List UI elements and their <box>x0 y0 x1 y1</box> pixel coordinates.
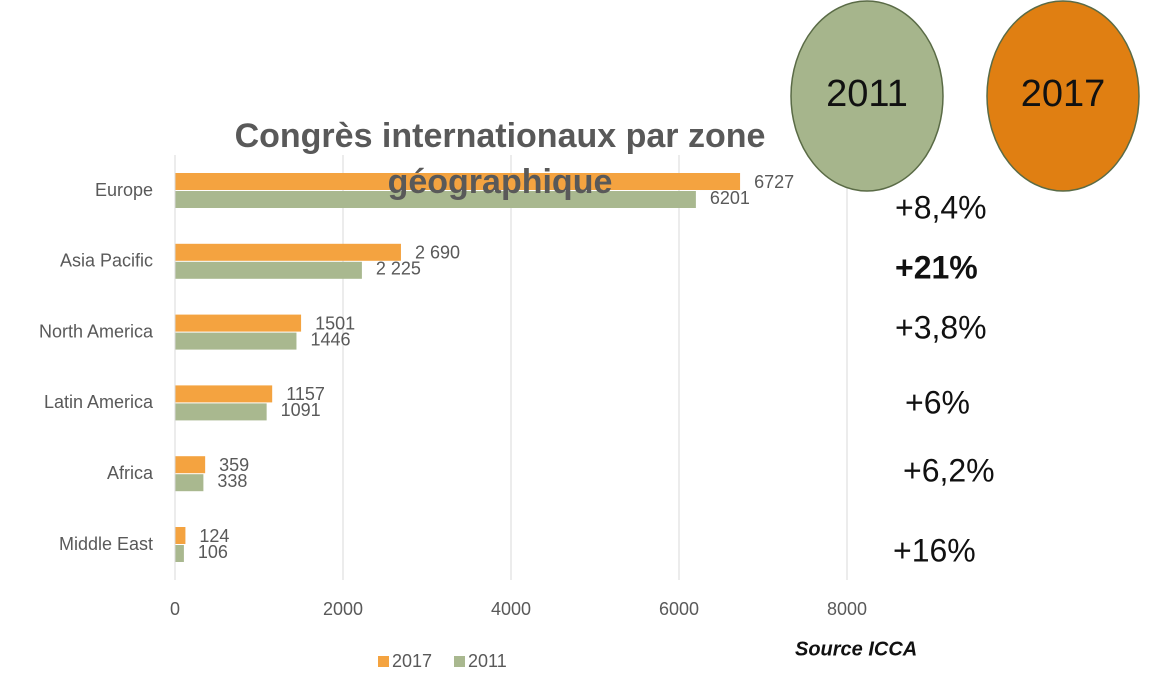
bar <box>175 527 186 544</box>
bar <box>175 243 401 261</box>
data-label: 6727 <box>754 172 794 192</box>
bar <box>175 456 206 474</box>
source-note: Source ICCA <box>795 638 917 660</box>
y-tick-label: Europe <box>95 180 153 200</box>
data-label: 2 225 <box>376 259 421 279</box>
y-tick-label: Asia Pacific <box>60 251 153 271</box>
data-label: 1446 <box>310 329 350 349</box>
y-tick-label: Latin America <box>44 392 154 412</box>
data-label: 106 <box>198 542 228 562</box>
growth-annotation: +6% <box>905 384 970 420</box>
bar <box>175 191 696 208</box>
bar <box>175 261 362 279</box>
data-label: 1091 <box>281 400 321 420</box>
growth-annotation: +3,8% <box>895 309 987 345</box>
legend-label: 2011 <box>468 651 507 671</box>
growth-annotation: +16% <box>893 532 976 568</box>
x-tick-label: 6000 <box>659 599 699 619</box>
growth-annotation: +6,2% <box>903 452 995 488</box>
bar <box>175 173 741 190</box>
x-tick-label: 0 <box>170 599 180 619</box>
bar <box>175 403 267 421</box>
legend-label: 2017 <box>392 651 432 671</box>
badge-label: 2017 <box>1021 73 1106 115</box>
legend-swatch <box>378 656 389 667</box>
bar <box>175 385 273 403</box>
growth-annotation: +21% <box>895 249 978 285</box>
y-tick-label: North America <box>39 321 154 341</box>
chart-title: Congrès internationaux par zone géographi… <box>235 117 766 201</box>
data-label: 338 <box>217 471 247 491</box>
growth-annotation: +8,4% <box>895 189 987 225</box>
badge-circle <box>790 0 944 192</box>
data-label: 1501 <box>315 313 355 333</box>
data-label: 1157 <box>286 384 325 404</box>
data-label: 6201 <box>710 188 750 208</box>
data-label: 359 <box>219 455 249 475</box>
bar <box>175 314 302 332</box>
bar <box>175 474 204 492</box>
bar <box>175 332 297 350</box>
x-tick-label: 2000 <box>323 599 363 619</box>
badge-label: 2011 <box>826 73 908 115</box>
data-label: 2 690 <box>415 243 460 263</box>
legend-swatch <box>454 656 465 667</box>
x-tick-label: 8000 <box>827 599 867 619</box>
data-label: 124 <box>199 526 229 546</box>
y-tick-label: Africa <box>107 463 154 483</box>
x-tick-label: 4000 <box>491 599 531 619</box>
badge-circle <box>986 0 1140 192</box>
y-tick-label: Middle East <box>59 534 153 554</box>
bar <box>175 545 184 562</box>
